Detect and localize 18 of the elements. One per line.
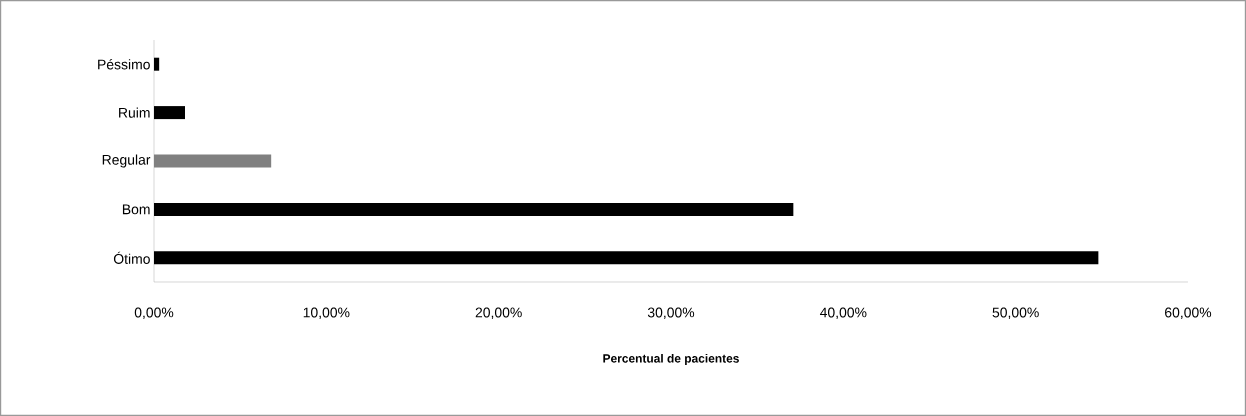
y-tick-label: Ótimo <box>113 251 150 264</box>
bar <box>154 154 272 168</box>
x-tick-label: 30,00% <box>647 307 695 320</box>
x-tick-label: 50,00% <box>992 307 1039 320</box>
bar <box>154 106 186 120</box>
x-axis-title: Percentual de pacientes <box>603 353 739 366</box>
x-tick-label: 60,00% <box>1165 307 1212 320</box>
y-tick-label: Ruim <box>119 107 150 118</box>
bar <box>154 202 794 216</box>
y-tick-label: Bom <box>122 204 150 215</box>
x-tick-label: 10,00% <box>303 307 350 320</box>
x-tick-label: 20,00% <box>475 307 522 320</box>
y-tick-label: Péssimo <box>98 58 150 70</box>
y-tick-label: Regular <box>102 154 151 168</box>
bar <box>154 57 160 71</box>
x-tick-label: 0,00% <box>134 307 174 320</box>
x-tick-label: 40,00% <box>819 307 867 320</box>
bar <box>154 251 1099 265</box>
